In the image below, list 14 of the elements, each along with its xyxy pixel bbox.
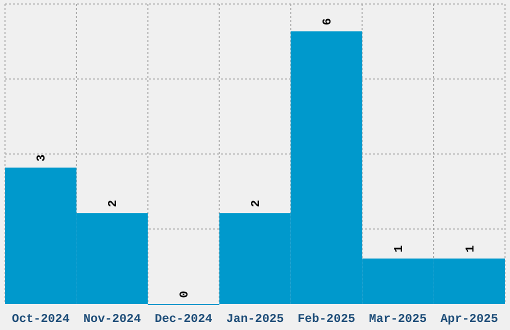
data-label: 0 (178, 290, 192, 298)
x-tick-label: Jan-2025 (226, 312, 284, 326)
data-label: 2 (106, 200, 120, 208)
x-tick-label: Apr-2025 (440, 312, 498, 326)
data-label: 6 (320, 18, 334, 26)
data-label: 1 (463, 245, 478, 253)
data-label: 2 (249, 200, 263, 208)
x-tick-label: Feb-2025 (298, 312, 356, 326)
data-label: 3 (34, 154, 49, 162)
x-tick-label: Dec-2024 (154, 312, 212, 326)
x-tick-label: Mar-2025 (369, 312, 427, 326)
x-tick-label: Nov-2024 (83, 312, 141, 326)
x-tick-label: Oct-2024 (12, 312, 70, 326)
data-label: 1 (392, 245, 406, 253)
